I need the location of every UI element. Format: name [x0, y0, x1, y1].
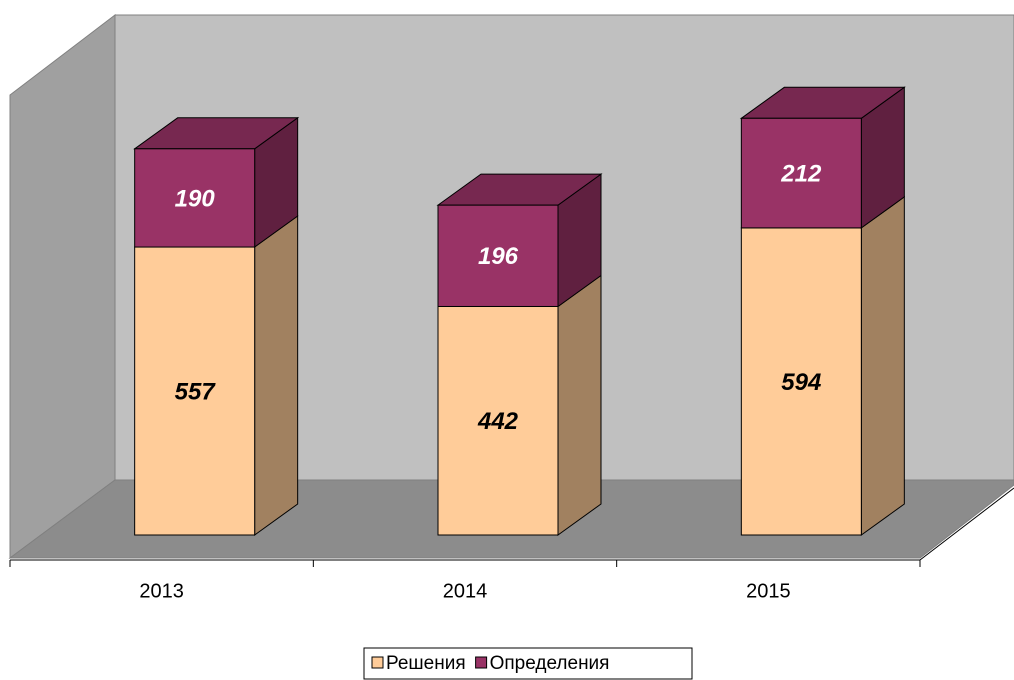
x-tick-label: 2014	[443, 580, 488, 602]
bar	[134, 148, 256, 248]
legend-label: Решения	[386, 653, 466, 674]
side-wall	[9, 13, 116, 559]
legend	[363, 647, 693, 680]
x-tick-label: 2013	[139, 580, 184, 602]
data-label: 190	[175, 185, 216, 212]
bar-side	[254, 215, 299, 536]
data-label: 442	[477, 408, 519, 435]
legend-swatch	[475, 656, 488, 669]
bar-side	[860, 195, 905, 536]
data-label: 212	[780, 160, 822, 187]
bar-side	[557, 274, 602, 536]
floor-edge	[919, 487, 1014, 561]
data-label: 594	[781, 369, 821, 396]
legend-label: Определения	[490, 653, 610, 674]
data-label: 557	[175, 378, 217, 405]
bar	[740, 227, 862, 536]
bar	[134, 246, 256, 536]
bar	[437, 204, 559, 307]
bar	[740, 117, 862, 229]
x-tick-label: 2015	[746, 580, 791, 602]
data-label: 196	[478, 243, 519, 270]
legend-swatch	[371, 656, 384, 669]
